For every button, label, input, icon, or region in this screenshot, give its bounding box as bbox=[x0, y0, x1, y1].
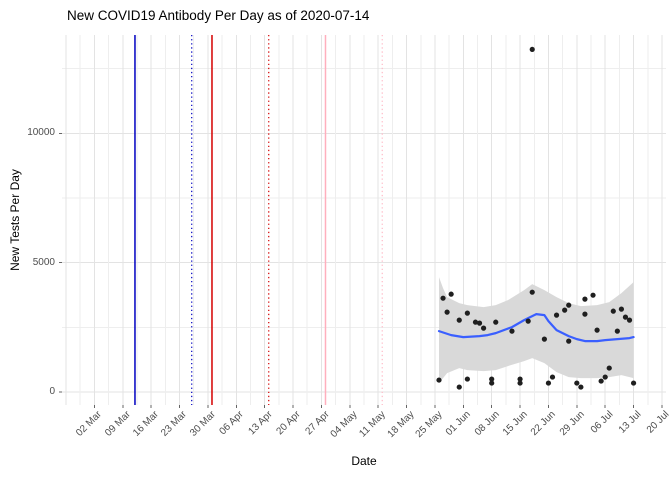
data-point bbox=[626, 317, 633, 323]
data-point bbox=[529, 289, 535, 295]
data-point bbox=[590, 292, 596, 298]
y-tick-label: 10000 bbox=[27, 127, 55, 139]
data-point bbox=[614, 328, 620, 334]
data-point bbox=[529, 46, 535, 53]
y-axis-title: New Tests Per Day bbox=[8, 169, 22, 271]
data-point bbox=[509, 328, 515, 334]
data-point bbox=[489, 376, 495, 382]
data-point bbox=[464, 376, 470, 382]
data-point bbox=[618, 306, 625, 312]
data-point bbox=[456, 317, 462, 323]
data-point bbox=[574, 380, 580, 386]
data-point bbox=[566, 302, 572, 308]
data-point bbox=[630, 380, 637, 386]
y-tick-label: 5000 bbox=[32, 256, 55, 268]
data-point bbox=[553, 312, 560, 318]
data-point bbox=[566, 338, 572, 344]
reference-vlines bbox=[134, 35, 383, 405]
data-point bbox=[448, 291, 454, 297]
data-point bbox=[436, 377, 442, 383]
confidence-ribbon bbox=[438, 277, 634, 384]
chart-title: New COVID19 Antibody Per Day as of 2020-… bbox=[67, 8, 370, 23]
data-point bbox=[444, 309, 450, 315]
data-point bbox=[622, 314, 629, 320]
y-tick-label: 0 bbox=[49, 386, 55, 398]
data-point bbox=[602, 374, 608, 380]
data-point bbox=[525, 318, 531, 324]
data-point bbox=[582, 296, 588, 302]
data-point bbox=[493, 319, 499, 325]
data-point bbox=[440, 295, 446, 301]
data-point bbox=[517, 376, 523, 382]
data-point bbox=[456, 384, 462, 390]
data-point bbox=[541, 336, 547, 342]
x-axis-title: Date bbox=[351, 454, 377, 468]
data-point bbox=[582, 311, 588, 317]
data-point bbox=[489, 380, 495, 386]
data-point bbox=[578, 384, 584, 390]
data-point bbox=[480, 325, 487, 331]
data-point bbox=[549, 374, 556, 380]
axis-ticks bbox=[59, 132, 663, 408]
data-point bbox=[598, 378, 604, 384]
data-point bbox=[464, 310, 470, 316]
data-point bbox=[476, 320, 483, 326]
data-point bbox=[594, 327, 600, 333]
data-point bbox=[472, 319, 479, 325]
loess-smooth-line bbox=[437, 313, 635, 343]
data-point bbox=[545, 380, 552, 386]
scatter-points bbox=[436, 46, 637, 390]
data-point bbox=[610, 308, 616, 314]
data-point bbox=[517, 380, 523, 386]
data-point bbox=[606, 365, 612, 371]
data-point bbox=[562, 307, 568, 313]
